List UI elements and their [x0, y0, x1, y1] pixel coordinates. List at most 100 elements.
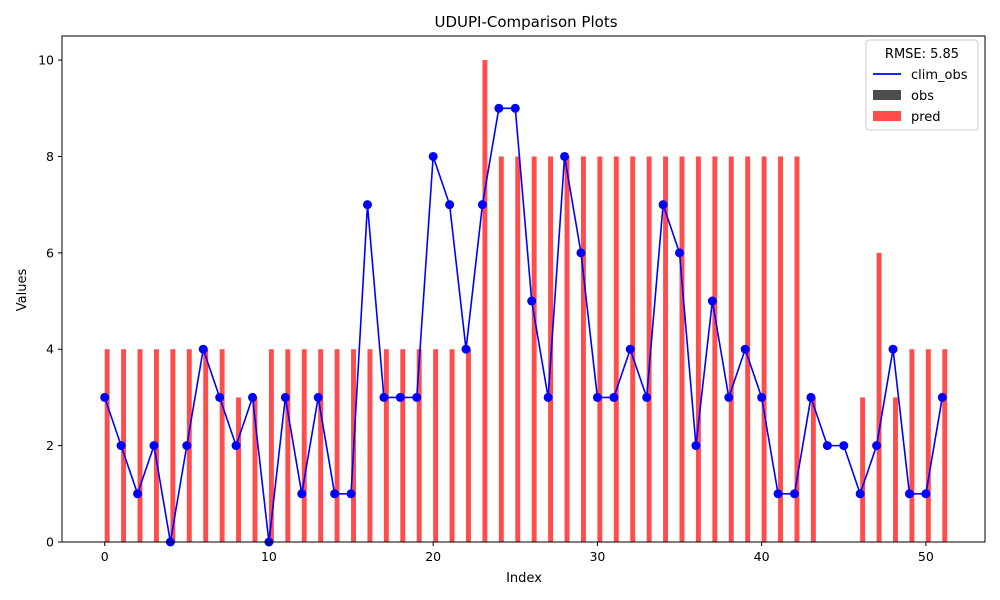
legend-frame: [865, 39, 979, 131]
x-tick-label: 50: [918, 549, 934, 564]
point-clim_obs: [543, 392, 553, 402]
bar-pred: [695, 156, 701, 542]
bar-pred: [515, 156, 521, 542]
bar-pred: [893, 397, 898, 542]
bar-pred: [613, 156, 619, 542]
legend: RMSE: 5.85 clim_obs obs pred: [865, 39, 979, 131]
legend-label-obs: obs: [911, 89, 934, 104]
point-clim_obs: [560, 151, 570, 161]
bar-pred: [466, 349, 471, 542]
x-tick-label: 20: [425, 549, 441, 564]
point-clim_obs: [642, 392, 652, 402]
bar-pred: [400, 349, 406, 542]
y-tick-label: 2: [46, 438, 54, 453]
x-tick-label: 40: [754, 549, 770, 564]
bar-pred: [810, 397, 816, 542]
chart-title: UDUPI-Comparison Plots: [434, 13, 617, 31]
bar-pred: [679, 156, 685, 542]
point-clim_obs: [379, 392, 389, 402]
bar-pred: [137, 349, 143, 542]
bar-pred: [334, 349, 340, 542]
point-clim_obs: [888, 344, 898, 354]
point-clim_obs: [921, 489, 931, 499]
bar-pred: [761, 156, 767, 542]
bar-pred: [219, 349, 225, 542]
point-clim_obs: [330, 489, 340, 499]
point-clim_obs: [904, 489, 914, 499]
bar-pred: [285, 349, 291, 542]
point-clim_obs: [625, 344, 635, 354]
point-clim_obs: [707, 296, 717, 306]
point-clim_obs: [395, 392, 405, 402]
bar-pred: [498, 156, 504, 542]
point-clim_obs: [362, 200, 372, 210]
point-clim_obs: [510, 103, 520, 113]
point-clim_obs: [937, 392, 947, 402]
bar-pred: [449, 349, 455, 542]
bar-pred: [301, 349, 307, 542]
bar-pred: [252, 397, 258, 542]
line-group: [100, 103, 947, 547]
bar-pred: [482, 60, 488, 542]
bar-pred: [778, 156, 783, 542]
bar-pred: [104, 349, 110, 542]
x-tick-label: 10: [261, 549, 277, 564]
bar-pred: [794, 156, 800, 542]
point-clim_obs: [855, 489, 865, 499]
point-clim_obs: [100, 392, 110, 402]
point-clim_obs: [773, 489, 783, 499]
point-clim_obs: [576, 248, 586, 258]
bar-pred: [548, 156, 554, 542]
point-clim_obs: [872, 441, 882, 451]
y-tick-label: 4: [46, 342, 54, 357]
y-tick-label: 8: [46, 149, 54, 164]
bar-pred: [942, 349, 948, 542]
point-clim_obs: [724, 392, 734, 402]
point-clim_obs: [280, 392, 290, 402]
point-clim_obs: [412, 392, 422, 402]
point-clim_obs: [313, 392, 323, 402]
point-clim_obs: [198, 344, 208, 354]
point-clim_obs: [822, 441, 832, 451]
point-clim_obs: [789, 489, 799, 499]
bar-pred: [909, 349, 915, 542]
axes-group: 0 10 20 30 40 50 0 2 4 6 8 10: [38, 35, 986, 564]
bar-pred: [318, 349, 324, 542]
point-clim_obs: [609, 392, 619, 402]
point-clim_obs: [658, 200, 668, 210]
y-tick-label: 10: [38, 53, 54, 68]
bar-pred: [646, 156, 652, 542]
bar-pred: [663, 156, 669, 542]
point-clim_obs: [740, 344, 750, 354]
point-clim_obs: [806, 392, 816, 402]
legend-label-pred: pred: [911, 110, 941, 125]
point-clim_obs: [231, 441, 241, 451]
bar-pred: [580, 156, 586, 542]
bar-pred: [597, 156, 603, 542]
bar-pred: [728, 156, 734, 542]
legend-label-clim_obs: clim_obs: [911, 68, 968, 83]
point-clim_obs: [477, 200, 487, 210]
point-clim_obs: [839, 441, 849, 451]
point-clim_obs: [691, 441, 701, 451]
bar-pred: [416, 349, 422, 542]
point-clim_obs: [182, 441, 192, 451]
point-clim_obs: [248, 392, 258, 402]
legend-swatch-pred: [873, 111, 901, 121]
bar-pred: [564, 156, 570, 542]
point-clim_obs: [428, 151, 438, 161]
bar-pred: [268, 349, 274, 542]
point-clim_obs: [494, 103, 504, 113]
bar-pred: [236, 397, 242, 542]
bar-pred: [925, 349, 931, 542]
bar-pred: [170, 349, 176, 542]
x-tick-label: 30: [589, 549, 605, 564]
point-clim_obs: [133, 489, 143, 499]
bar-pred: [712, 156, 718, 542]
x-axis-label: Index: [506, 571, 542, 586]
x-tick-label: 0: [101, 549, 109, 564]
bar-pred: [433, 349, 439, 542]
bar-pred: [203, 349, 209, 542]
point-clim_obs: [215, 392, 225, 402]
